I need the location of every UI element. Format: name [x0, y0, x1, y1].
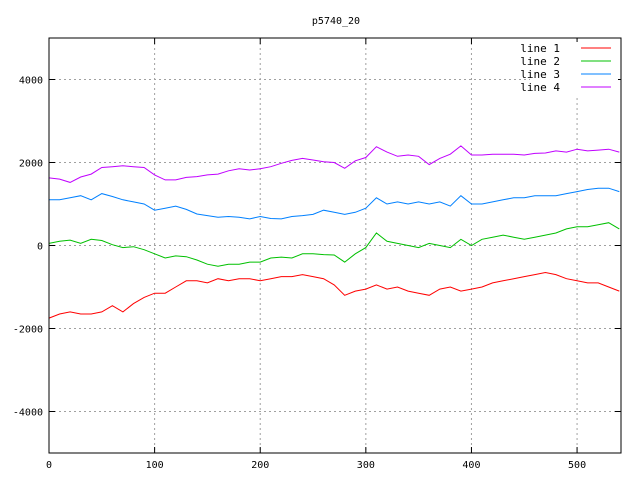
y-tick-label: 4000	[19, 76, 43, 87]
series-line-4	[48, 145, 620, 183]
x-tick-label: 0	[46, 460, 52, 471]
legend-label: line 1	[520, 42, 560, 55]
series-line-1	[48, 271, 620, 319]
legend-label: line 4	[520, 81, 560, 94]
y-tick-label: 0	[37, 242, 43, 253]
chart-title: p5740_20	[312, 16, 360, 27]
legend-label: line 2	[520, 55, 560, 68]
x-tick-label: 200	[251, 460, 269, 471]
x-tick-label: 500	[568, 460, 586, 471]
y-tick-label: -4000	[13, 408, 43, 419]
y-tick-label: 2000	[19, 159, 43, 170]
series-line-3	[49, 187, 620, 220]
series-group	[48, 145, 620, 319]
grid	[49, 38, 621, 453]
y-tick-label: -2000	[13, 325, 43, 336]
x-tick-label: 400	[462, 460, 480, 471]
x-tick-label: 100	[146, 460, 164, 471]
series-line-2	[48, 222, 620, 267]
x-tick-label: 300	[357, 460, 375, 471]
axis-ticks: 0 100 200 300 400 500 -4000 -2000 0 2000 4000	[13, 38, 621, 471]
legend-label: line 3	[520, 68, 560, 81]
